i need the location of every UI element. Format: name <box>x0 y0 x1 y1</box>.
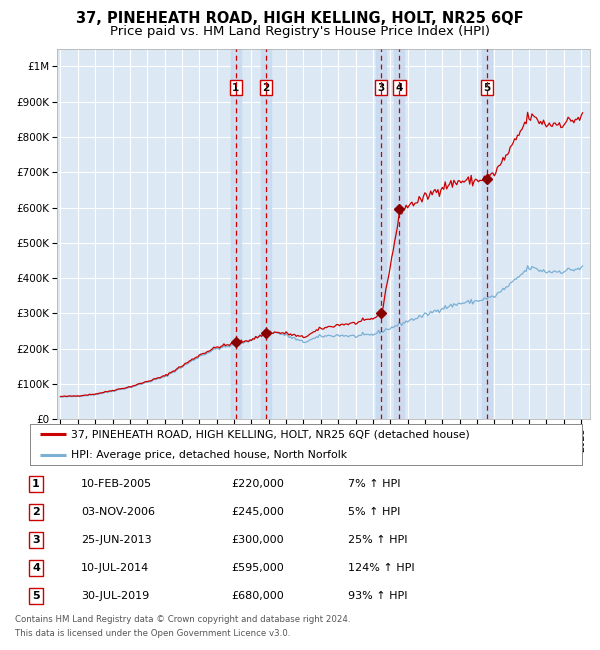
Text: 1: 1 <box>232 83 239 92</box>
Text: 10-JUL-2014: 10-JUL-2014 <box>81 563 149 573</box>
Bar <box>394 49 404 419</box>
Text: 37, PINEHEATH ROAD, HIGH KELLING, HOLT, NR25 6QF (detached house): 37, PINEHEATH ROAD, HIGH KELLING, HOLT, … <box>71 429 470 439</box>
Text: 2: 2 <box>262 83 269 92</box>
Text: 93% ↑ HPI: 93% ↑ HPI <box>348 591 407 601</box>
Text: 2: 2 <box>32 507 40 517</box>
Text: Price paid vs. HM Land Registry's House Price Index (HPI): Price paid vs. HM Land Registry's House … <box>110 25 490 38</box>
Text: 124% ↑ HPI: 124% ↑ HPI <box>348 563 415 573</box>
Text: 4: 4 <box>32 563 40 573</box>
Text: This data is licensed under the Open Government Licence v3.0.: This data is licensed under the Open Gov… <box>15 629 290 638</box>
Text: Contains HM Land Registry data © Crown copyright and database right 2024.: Contains HM Land Registry data © Crown c… <box>15 615 350 624</box>
Text: 3: 3 <box>32 535 40 545</box>
Bar <box>482 49 492 419</box>
Text: 5% ↑ HPI: 5% ↑ HPI <box>348 507 400 517</box>
Bar <box>261 49 271 419</box>
Text: £595,000: £595,000 <box>231 563 284 573</box>
Text: 30-JUL-2019: 30-JUL-2019 <box>81 591 149 601</box>
Text: 3: 3 <box>377 83 385 92</box>
Text: 7% ↑ HPI: 7% ↑ HPI <box>348 479 401 489</box>
Text: £245,000: £245,000 <box>231 507 284 517</box>
Text: 5: 5 <box>484 83 491 92</box>
Text: £300,000: £300,000 <box>231 535 284 545</box>
Text: 25% ↑ HPI: 25% ↑ HPI <box>348 535 407 545</box>
Text: 4: 4 <box>395 83 403 92</box>
Bar <box>231 49 241 419</box>
Text: HPI: Average price, detached house, North Norfolk: HPI: Average price, detached house, Nort… <box>71 450 347 460</box>
Text: £220,000: £220,000 <box>231 479 284 489</box>
Text: 5: 5 <box>32 591 40 601</box>
Text: £680,000: £680,000 <box>231 591 284 601</box>
Text: 10-FEB-2005: 10-FEB-2005 <box>81 479 152 489</box>
Text: 03-NOV-2006: 03-NOV-2006 <box>81 507 155 517</box>
Text: 25-JUN-2013: 25-JUN-2013 <box>81 535 152 545</box>
Bar <box>376 49 386 419</box>
Text: 37, PINEHEATH ROAD, HIGH KELLING, HOLT, NR25 6QF: 37, PINEHEATH ROAD, HIGH KELLING, HOLT, … <box>76 11 524 26</box>
Text: 1: 1 <box>32 479 40 489</box>
